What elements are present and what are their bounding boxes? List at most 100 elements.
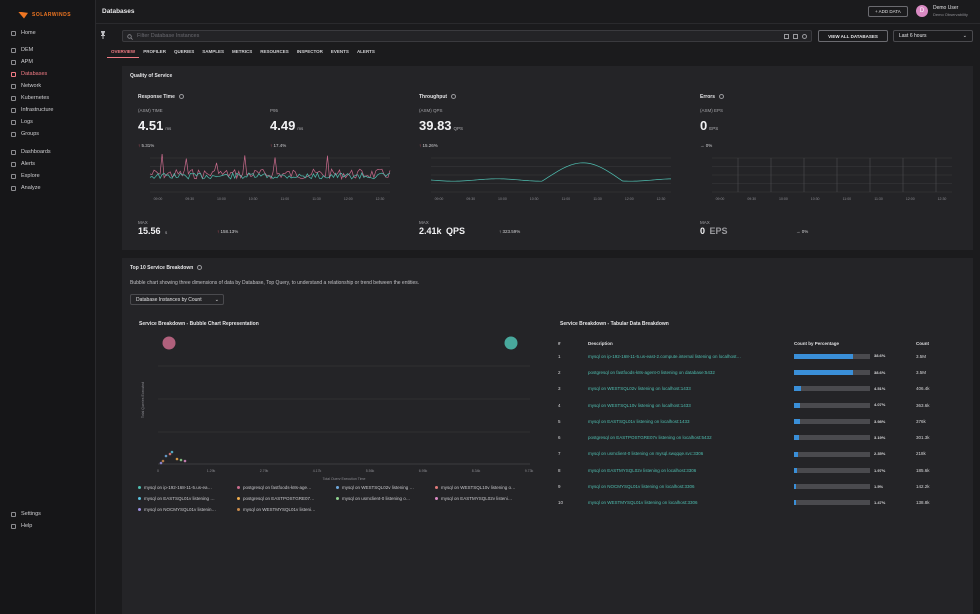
sidebar-item-label: Analyze [21, 185, 41, 191]
list-view-icon[interactable] [784, 34, 789, 39]
errors-chart[interactable]: 09:00 09:30 10:00 10:30 11:00 11:30 12:00 12:30 [694, 154, 956, 202]
sidebar-item-logs[interactable]: Logs [0, 116, 95, 128]
table-row[interactable]: 9 mysql on NOCMYSQL01v listening on loca… [558, 478, 938, 494]
row-description-link[interactable]: postgresql on EASTPOSTGRE07v listening o… [588, 435, 712, 441]
sidebar-item-analyze[interactable]: Analyze [0, 182, 95, 194]
legend-item[interactable]: postgresql on EASTPOSTGRE07… [237, 496, 315, 501]
sidebar-item-dem[interactable]: DEM [0, 44, 95, 56]
x-tick-label: 09:00 [154, 197, 163, 201]
row-description[interactable]: mysql on WESTSQL10v listening on localho… [588, 397, 794, 413]
sidebar-item-apm[interactable]: APM [0, 56, 95, 68]
response-time-max-change: ↑ 158.13% [217, 229, 238, 234]
table-row[interactable]: 6 postgresql on EASTPOSTGRE07v listening… [558, 429, 938, 445]
x-tick-label: 12:00 [344, 197, 353, 201]
legend-item[interactable]: postgresql on fastfoods-k8s-age… [237, 485, 312, 490]
gear-icon [11, 511, 16, 517]
tab-events[interactable]: EVENTS [330, 49, 349, 54]
table-row[interactable]: 3 mysql on WESTSQL02v listening on local… [558, 381, 938, 397]
settings-icon[interactable] [802, 34, 807, 39]
tab-queries[interactable]: QUERIES [173, 49, 195, 54]
row-description-link[interactable]: mysql on EASTSQL01v listening on localho… [588, 418, 690, 424]
add-data-button[interactable]: + ADD DATA [868, 6, 908, 17]
sidebar-item-network[interactable]: Network [0, 80, 95, 92]
bubble-chart[interactable]: 0 1.29k 2.79k 4.17k 5.56k 6.95k 8.34k 9.73k Tota… [130, 330, 540, 480]
x-tick-label: 11:00 [562, 197, 571, 201]
legend-item[interactable]: mysql on WESTSQL02v listening … [336, 485, 414, 490]
row-description[interactable]: mysql on ip-192-168-11-5.us-east-2.compu… [588, 348, 794, 364]
row-description-link[interactable]: postgresql on fastfoods-k8s-agent-0 list… [588, 369, 715, 375]
x-tick-label: 09:30 [747, 197, 756, 201]
tab-inspector[interactable]: INSPECTOR [296, 49, 323, 54]
row-description[interactable]: mysql on NOCMYSQL01v listening on localh… [588, 478, 794, 494]
x-tick-label: 10:00 [498, 197, 507, 201]
table-row[interactable]: 1 mysql on ip-192-168-11-5.us-east-2.com… [558, 348, 938, 364]
avatar[interactable]: D [916, 5, 928, 17]
info-icon[interactable] [197, 265, 203, 271]
row-description-link[interactable]: mysql on WESTMYSQL01v listening on local… [588, 500, 698, 506]
sidebar-item-infrastructure[interactable]: Infrastructure [0, 104, 95, 116]
table-row[interactable]: 7 mysql on usmclient-0 listening on mysq… [558, 446, 938, 462]
sidebar-item-alerts[interactable]: Alerts [0, 158, 95, 170]
row-description-link[interactable]: mysql on WESTSQL02v listening on localho… [588, 386, 691, 392]
breakdown-dropdown[interactable]: Database Instances by Count ⌄ [130, 294, 224, 305]
info-icon[interactable] [451, 94, 457, 100]
info-icon[interactable] [719, 94, 725, 100]
row-description[interactable]: mysql on usmclient-0 listening on mysql.… [588, 446, 794, 462]
tab-resources[interactable]: RESOURCES [260, 49, 289, 54]
filter-input[interactable]: Filter Database Instances [122, 30, 812, 42]
bubble [183, 459, 187, 463]
table-row[interactable]: 4 mysql on WESTSQL10v listening on local… [558, 397, 938, 413]
row-description-link[interactable]: mysql on WESTSQL10v listening on localho… [588, 402, 691, 408]
tab-metrics[interactable]: METRICS [231, 49, 253, 54]
row-description[interactable]: postgresql on EASTPOSTGRE07v listening o… [588, 429, 794, 445]
row-number: 4 [558, 402, 561, 408]
sidebar-item-databases[interactable]: Databases [0, 68, 95, 80]
table-row[interactable]: 2 postgresql on fastfoods-k8s-agent-0 li… [558, 364, 938, 380]
response-time-chart[interactable]: 09:00 09:30 10:00 10:30 11:00 11:30 12:00 12:30 [132, 154, 394, 202]
tab-alerts[interactable]: ALERTS [356, 49, 375, 54]
throughput-chart[interactable]: 09:00 09:30 10:00 10:30 11:00 11:30 12:00 12:30 [413, 154, 675, 202]
sidebar-item-groups[interactable]: Groups [0, 128, 95, 140]
grid-view-icon[interactable] [793, 34, 798, 39]
errors-value-text: 0 [700, 118, 708, 133]
legend-item[interactable]: mysql on NOCMYSQL01v listenin… [138, 507, 216, 512]
row-description[interactable]: mysql on WESTSQL02v listening on localho… [588, 381, 794, 397]
table-row[interactable]: 5 mysql on EASTSQL01v listening on local… [558, 413, 938, 429]
sidebar-item-settings[interactable]: Settings [0, 508, 41, 520]
row-description[interactable]: mysql on EASTMYSQL02v listening on local… [588, 462, 794, 478]
legend-item[interactable]: mysql on WESTMYSQL01v listeni… [237, 507, 316, 512]
legend-item[interactable]: mysql on WESTSQL10v listening o… [435, 485, 516, 490]
tab-samples[interactable]: SAMPLES [202, 49, 224, 54]
row-description[interactable]: postgresql on fastfoods-k8s-agent-0 list… [588, 364, 794, 380]
x-tick-label: 4.17k [313, 469, 322, 473]
legend-item[interactable]: mysql on EASTSQL01v listening … [138, 496, 215, 501]
legend-label: postgresql on fastfoods-k8s-age… [243, 485, 312, 490]
user-name[interactable]: Demo User [933, 5, 959, 11]
sidebar-item-kubernetes[interactable]: Kubernetes [0, 92, 95, 104]
table-row[interactable]: 8 mysql on EASTMYSQL02v listening on loc… [558, 462, 938, 478]
time-range-select[interactable]: Last 6 hours ⌄ [893, 30, 973, 42]
row-description-link[interactable]: mysql on NOCMYSQL01v listening on localh… [588, 484, 695, 490]
tab-overview[interactable]: OVERVIEW [107, 47, 140, 58]
sidebar-item-explore[interactable]: Explore [0, 170, 95, 182]
table-row[interactable]: 10 mysql on WESTMYSQL01v listening on lo… [558, 495, 938, 511]
legend-item[interactable]: mysql on ip-192-168-11-5.us-ea… [138, 485, 212, 490]
view-all-databases-button[interactable]: VIEW ALL DATABASES [818, 30, 888, 42]
sidebar-item-label: Infrastructure [21, 107, 54, 113]
row-description-link[interactable]: mysql on EASTMYSQL02v listening on local… [588, 467, 697, 473]
row-description[interactable]: mysql on WESTMYSQL01v listening on local… [588, 495, 794, 511]
row-description-link[interactable]: mysql on usmclient-0 listening on mysql.… [588, 451, 704, 457]
row-count: 376k [916, 418, 926, 424]
x-tick-label: 11:00 [281, 197, 290, 201]
row-description[interactable]: mysql on EASTSQL01v listening on localho… [588, 413, 794, 429]
tab-profiler[interactable]: PROFILER [143, 49, 166, 54]
sidebar-item-help[interactable]: Help [0, 520, 41, 532]
pin-icon[interactable] [100, 31, 106, 39]
sidebar-item-home[interactable]: Home [0, 27, 95, 39]
info-icon[interactable] [178, 94, 184, 100]
solarwinds-logo[interactable]: SOLARWINDS [0, 0, 95, 22]
row-description-link[interactable]: mysql on ip-192-168-11-5.us-east-2.compu… [588, 353, 741, 359]
legend-item[interactable]: mysql on usmclient-0 listening o… [336, 496, 410, 501]
sidebar-item-dashboards[interactable]: Dashboards [0, 146, 95, 158]
legend-item[interactable]: mysql on EASTMYSQL02v listeni… [435, 496, 512, 501]
